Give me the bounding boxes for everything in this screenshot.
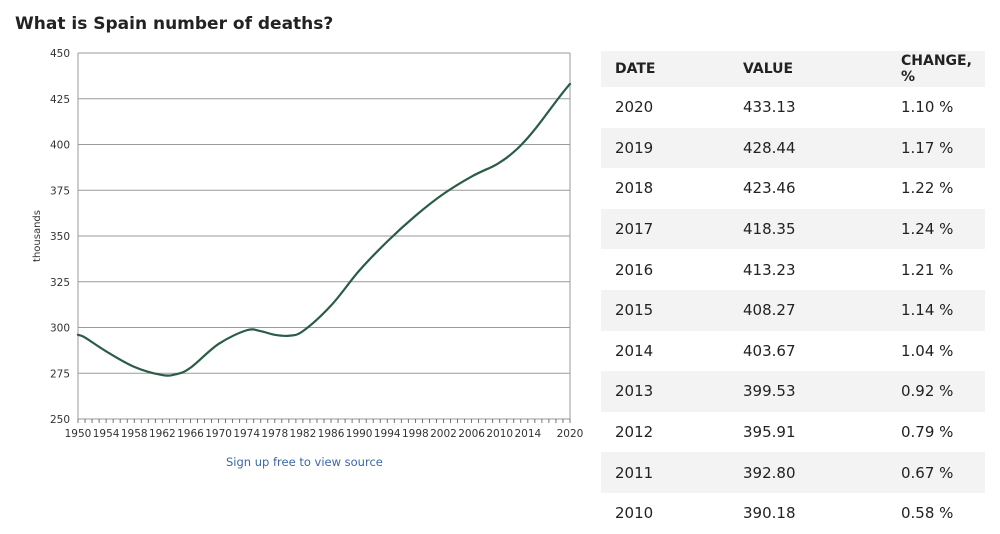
x-tick-label: 1974 — [233, 428, 260, 440]
x-tick-label: 1994 — [374, 428, 401, 440]
table-cell: 2013 — [601, 371, 729, 412]
table-cell: 395.91 — [743, 423, 796, 442]
table-row: 2020 433.13 1.10 % — [601, 87, 985, 128]
table-cell: 399.53 — [729, 371, 887, 412]
y-tick-label: 300 — [50, 323, 70, 335]
table-cell: 1.17 % — [887, 127, 985, 169]
x-tick-label: 2020 — [557, 428, 584, 440]
view-source-link[interactable]: Sign up free to view source — [226, 455, 383, 469]
x-tick-label: 1950 — [65, 428, 92, 440]
x-tick-label: 2002 — [430, 428, 457, 440]
table-cell: 1.14 % — [887, 289, 985, 331]
table-cell: 1.24 % — [887, 208, 985, 250]
table-cell: 428.44 — [729, 127, 887, 169]
table-cell: 0.67 % — [887, 452, 985, 493]
y-tick-label: 425 — [50, 94, 70, 106]
x-tick-label: 1990 — [346, 428, 373, 440]
x-tick-label: 2006 — [458, 428, 485, 440]
data-table: DATE VALUE CHANGE, % 2020 433.13 1.10 % 2019 4… — [601, 51, 985, 534]
table-cell: 0.79 % — [901, 423, 954, 442]
table-cell: 2010 — [615, 504, 654, 523]
x-tick-label: 1970 — [205, 428, 232, 440]
table-header-cell: DATE — [601, 51, 729, 87]
y-tick-label: 375 — [50, 185, 70, 197]
table-cell: 433.13 — [743, 98, 796, 117]
table-cell: 2018 — [615, 179, 654, 198]
x-tick-label: 1954 — [93, 428, 120, 440]
table-row: 2011 392.80 0.67 % — [601, 452, 985, 493]
y-axis-label: thousands — [32, 210, 43, 262]
table-row: 2019 428.44 1.17 % — [601, 127, 985, 169]
series-line — [76, 82, 572, 377]
table-cell: 2014 — [615, 341, 654, 360]
table-cell: 403.67 — [743, 341, 796, 360]
table-cell: 0.92 % — [887, 371, 985, 412]
table-row: 2018 423.46 1.22 % — [601, 168, 985, 209]
table-row: 2012 395.91 0.79 % — [601, 412, 985, 453]
table-cell: 2015 — [601, 289, 729, 331]
table-header-row: DATE VALUE CHANGE, % — [601, 51, 985, 87]
table-cell: 413.23 — [743, 260, 796, 279]
table-cell: 1.10 % — [901, 98, 954, 117]
x-tick-label: 1986 — [318, 428, 345, 440]
table-row: 2016 413.23 1.21 % — [601, 249, 985, 290]
table-cell: 1.21 % — [901, 260, 954, 279]
table-cell: 408.27 — [729, 289, 887, 331]
table-cell: 418.35 — [729, 208, 887, 250]
x-tick-label: 1978 — [261, 428, 288, 440]
table-cell: 2011 — [601, 452, 729, 493]
table-header-cell: CHANGE, % — [887, 51, 985, 87]
x-tick-label: 1966 — [177, 428, 204, 440]
x-tick-label: 1982 — [290, 428, 317, 440]
table-cell: 2019 — [601, 127, 729, 169]
table-cell: 392.80 — [729, 452, 887, 493]
x-tick-label: 2010 — [486, 428, 513, 440]
table-cell: 2020 — [615, 98, 654, 117]
table-cell: 0.58 % — [901, 504, 954, 523]
y-tick-label: 350 — [50, 231, 70, 243]
page-title: What is Spain number of deaths? — [15, 14, 334, 34]
table-row: 2014 403.67 1.04 % — [601, 331, 985, 372]
table-cell: 390.18 — [743, 504, 796, 523]
table-cell: 1.04 % — [901, 341, 954, 360]
y-tick-label: 450 — [50, 48, 70, 60]
x-tick-label: 1958 — [121, 428, 148, 440]
table-cell: 2017 — [601, 208, 729, 250]
x-tick-label: 2014 — [514, 428, 541, 440]
table-header-cell: VALUE — [729, 51, 887, 87]
table-row: 2013 399.53 0.92 % — [601, 371, 985, 412]
y-tick-label: 275 — [50, 368, 70, 380]
table-row: 2017 418.35 1.24 % — [601, 208, 985, 250]
table-row: 2010 390.18 0.58 % — [601, 493, 985, 534]
y-tick-label: 250 — [50, 414, 70, 426]
x-tick-label: 1962 — [149, 428, 176, 440]
table-cell: 1.22 % — [901, 179, 954, 198]
y-tick-label: 325 — [50, 277, 70, 289]
table-cell: 2012 — [615, 423, 654, 442]
table-cell: 2016 — [615, 260, 654, 279]
y-tick-label: 400 — [50, 140, 70, 152]
table-cell: 423.46 — [743, 179, 796, 198]
x-tick-label: 1998 — [402, 428, 429, 440]
table-row: 2015 408.27 1.14 % — [601, 289, 985, 331]
